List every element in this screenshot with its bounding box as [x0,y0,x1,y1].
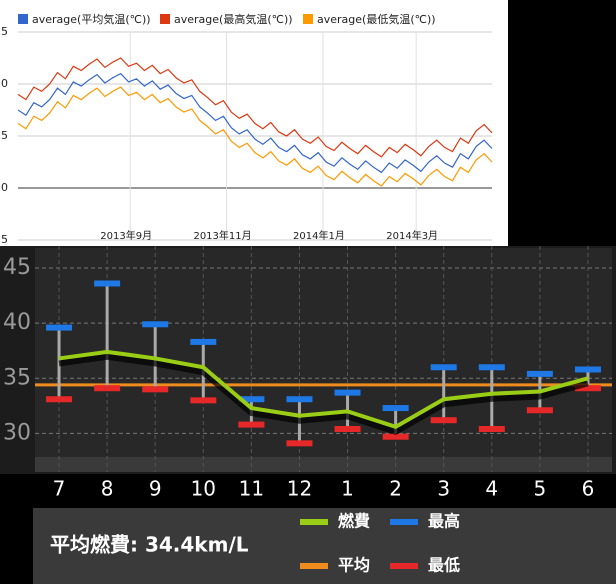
x-tick-label: 7 [53,477,66,501]
legend-swatch [390,563,418,569]
legend-label: 燃費 [338,512,370,531]
max-cap [46,324,73,331]
x-tick-label: 12 [287,477,312,501]
plot-floor [35,457,612,472]
legend-swatch [160,14,170,24]
max-cap [286,396,313,403]
fuel-line [58,349,589,429]
legend-label: average(最低気温(℃)) [317,12,436,26]
min-cap [382,433,409,440]
y-tick-label: 0 [1,77,8,90]
x-tick-label: 8 [101,477,114,501]
x-tick-label: 1 [341,477,354,501]
temperature-line [17,57,493,158]
max-cap [334,389,361,396]
legend-swatch [300,519,328,525]
legend-swatch [18,14,28,24]
max-cap [142,321,169,328]
min-cap [142,386,169,393]
legend-swatch [390,519,418,525]
min-cap [430,417,457,424]
fuel-line-shadow [58,353,589,436]
y-tick-label: 30 [3,420,31,445]
legend-label: 最高 [428,512,460,531]
min-cap [334,426,361,433]
x-tick-label: 2013年11月 [193,229,251,242]
min-cap [286,440,313,447]
x-tick-label: 2 [389,477,402,501]
x-tick-label: 3 [437,477,450,501]
legend-swatch [303,14,313,24]
min-cap [46,396,73,403]
x-tick-label: 5 [534,477,547,501]
min-cap [574,385,601,392]
x-tick-label: 6 [582,477,595,501]
y-tick-label: 5 [1,233,8,246]
max-cap [190,338,217,345]
temperature-line [17,86,493,187]
y-tick-label: 45 [3,255,31,280]
max-cap [94,280,121,287]
temperature-line [17,72,493,174]
legend-label: 平均 [338,556,370,575]
y-tick-label: 5 [1,25,8,38]
max-cap [478,364,505,371]
legend-label: average(最高気温(℃)) [174,12,293,26]
summary: 平均燃費: 34.4km/L [50,533,249,557]
max-cap [430,364,457,371]
x-tick-label: 2013年9月 [100,229,152,242]
y-tick-label: 35 [3,365,31,390]
x-tick-label: 9 [149,477,162,501]
x-tick-label: 4 [485,477,498,501]
y-tick-label: 40 [3,310,31,335]
min-cap [94,385,121,392]
legend-label: average(平均気温(℃)) [32,12,151,26]
legend-label: 最低 [428,556,460,575]
max-cap [526,370,553,377]
max-cap [574,366,601,373]
min-cap [190,397,217,404]
min-cap [238,421,265,428]
max-cap [238,396,265,403]
y-tick-label: 5 [1,129,8,142]
x-tick-label: 2014年1月 [293,229,345,242]
min-cap [478,426,505,433]
min-cap [526,407,553,414]
top-chart: 5 0 5 0 5 2013年9月 2013年11月 2014年1月 2014年3月 averag… [1,12,493,246]
y-tick-label: 0 [1,181,8,194]
legend-swatch [300,563,328,569]
x-tick-label: 2014年3月 [386,229,438,242]
x-tick-label: 11 [239,477,264,501]
x-tick-label: 10 [191,477,216,501]
max-cap [382,405,409,412]
